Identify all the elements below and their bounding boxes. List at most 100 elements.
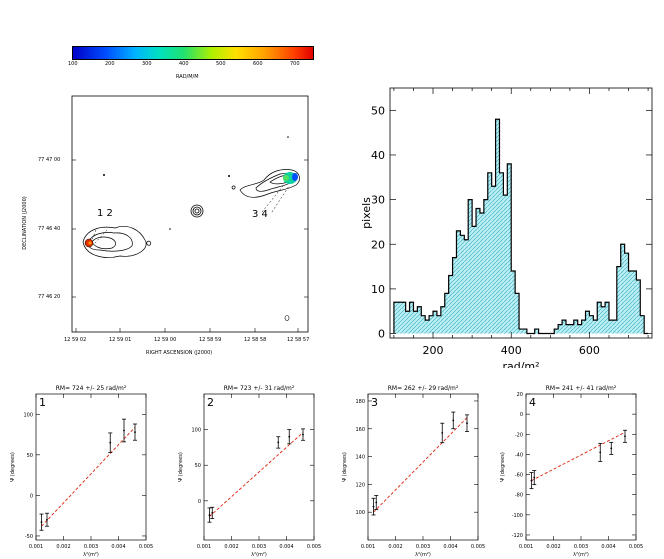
histogram-bar — [554, 329, 559, 334]
panel-ytick-label: 20 — [517, 392, 523, 398]
panel-frame — [203, 393, 315, 541]
panel-point — [109, 441, 112, 444]
panel-xtick-label: 0.003 — [84, 544, 98, 550]
histogram-bar — [503, 195, 508, 334]
histogram-bar — [632, 271, 637, 334]
histogram-bar — [429, 315, 434, 334]
map-xtick: 12 58 57 — [287, 337, 310, 343]
histogram-bar — [577, 324, 582, 334]
panel-point — [208, 514, 211, 516]
histogram-bar — [456, 230, 461, 334]
rm-panel-1: RM= 724 +/- 25 rad/m² 1 0.001 0.002 0.003 0.0… — [10, 385, 153, 558]
source-label-left: 1 2 — [97, 208, 113, 219]
panel-xlabel: λ²(m²) — [251, 552, 267, 558]
panel-title: RM= 262 +/- 29 rad/m² — [388, 385, 459, 392]
source-left-core-inner — [88, 241, 92, 245]
panel-number: 1 — [39, 396, 46, 409]
panel-ytick-label: 100 — [191, 428, 201, 434]
histogram-bar — [487, 172, 492, 334]
colorbar-tick: 400 — [179, 61, 189, 67]
colorbar-tick: 600 — [253, 61, 263, 67]
rm-panel-3: RM= 262 +/- 29 rad/m² 3 0.001 0.002 0.003 0.0… — [342, 385, 485, 558]
panel-xtick-label: 0.003 — [252, 544, 266, 550]
panel-xtick-label: 0.004 — [111, 544, 125, 550]
histogram-bar — [468, 199, 473, 334]
histogram-xlabel: rad/m² — [502, 360, 539, 368]
panel-ytick-label: 0 — [30, 493, 33, 499]
panel-ytick-label: -100 — [512, 513, 523, 519]
panel-ytick-label: 0 — [198, 499, 201, 505]
panel-xtick-label: 0.004 — [601, 544, 615, 550]
panel-ytick-label: 120 — [355, 482, 365, 488]
histogram-xtick-label: 200 — [423, 344, 444, 357]
panel-xlabel: λ²(m²) — [573, 552, 589, 558]
panel-ylabel: Ψ (degrees) — [10, 452, 16, 482]
histogram-bar — [519, 329, 523, 334]
panel-point — [288, 435, 291, 438]
histogram-bar — [585, 311, 590, 334]
histogram-bar — [405, 311, 410, 334]
histogram-bar — [558, 324, 563, 334]
panel-xtick-label: 0.005 — [139, 544, 153, 550]
panel-ytick-label: 100 — [23, 412, 33, 418]
histogram-bar — [636, 279, 641, 334]
panel-fit-line — [41, 426, 136, 527]
panel-point — [452, 419, 455, 422]
map-xlabel: RIGHT ASCENSION (J2000) — [146, 350, 213, 356]
histogram-bar — [433, 311, 437, 334]
panel-xtick-label: 0.003 — [416, 544, 430, 550]
panel-ytick-label: -120 — [512, 533, 523, 539]
panel-point — [610, 447, 613, 450]
panel-xtick-label: 0.002 — [546, 544, 560, 550]
histogram-frame — [389, 87, 653, 339]
panel-frame — [35, 393, 147, 541]
histogram-bar — [444, 293, 449, 334]
panel-ytick-label: -20 — [515, 432, 523, 438]
histogram-bar — [417, 306, 422, 334]
histogram-bar — [597, 302, 602, 334]
panel-number: 4 — [529, 396, 536, 409]
map-ylabel: DECLINATION (J2000) — [22, 196, 28, 250]
histogram-bar — [640, 315, 645, 334]
histogram-bar — [569, 324, 574, 334]
panel-title: RM= 724 +/- 25 rad/m² — [56, 385, 127, 392]
panel-ytick-label: 0 — [520, 412, 523, 418]
panel-ytick-label: 50 — [195, 463, 201, 469]
map-ytick: 77 46 20 — [38, 294, 61, 300]
panel-point — [277, 441, 280, 444]
colorbar-tick: 300 — [142, 61, 152, 67]
panel-point — [466, 422, 468, 425]
histogram-bar — [616, 266, 621, 334]
map-xtick: 12 59 00 — [154, 337, 177, 343]
panel-point — [211, 512, 214, 514]
histogram-bar — [479, 213, 484, 334]
histogram-bar — [581, 320, 586, 334]
map-xtick: 12 59 01 — [109, 337, 132, 343]
panel-xtick-label: 0.001 — [29, 544, 43, 550]
histogram-bar — [409, 302, 414, 334]
histogram-bar — [397, 302, 402, 334]
histogram-bar — [620, 244, 625, 334]
histogram-bar — [413, 311, 418, 334]
source-label-right: 3 4 — [252, 209, 268, 220]
panel-number: 2 — [207, 396, 214, 409]
histogram-bar — [573, 320, 578, 334]
histogram-bar — [565, 324, 570, 334]
histogram-bar — [612, 320, 617, 334]
histogram-bar — [499, 172, 504, 334]
panel-ylabel: Ψ (degrees) — [178, 452, 184, 482]
histogram-bar — [605, 302, 609, 334]
source-right-core-green — [283, 175, 289, 181]
colorbar-label: RAD/M/M — [176, 74, 199, 80]
noise-ring — [284, 315, 290, 321]
panel-point — [46, 518, 48, 521]
colorbar-tick: 100 — [68, 61, 78, 67]
panel-ytick-label: 160 — [355, 427, 365, 433]
panel-point — [40, 521, 43, 524]
histogram-bar — [515, 293, 520, 334]
histogram-ytick-label: 10 — [371, 283, 385, 296]
histogram-ytick-label: 0 — [378, 328, 385, 341]
panel-point — [599, 451, 602, 454]
histogram-xtick-label: 600 — [579, 344, 600, 357]
panel-frame — [525, 393, 637, 541]
